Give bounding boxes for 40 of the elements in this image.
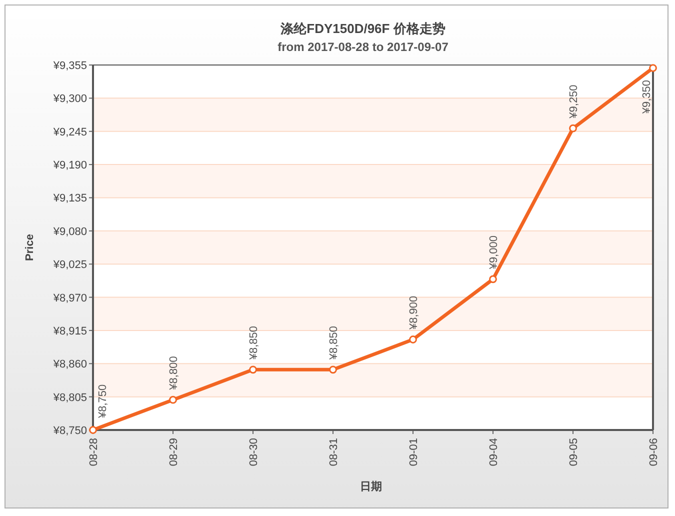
data-label: ¥8,800: [168, 356, 180, 391]
y-tick-label: ¥8,805: [52, 392, 87, 404]
y-tick-label: ¥8,750: [52, 425, 87, 437]
x-tick-label: 09-06: [648, 438, 660, 466]
data-label: ¥9,250: [568, 84, 580, 120]
data-label: ¥8,750: [97, 384, 109, 419]
data-label: ¥8,900: [408, 296, 420, 331]
point: [169, 396, 177, 404]
y-tick-label: ¥8,860: [52, 358, 87, 371]
y-axis-title: Price: [24, 234, 36, 261]
x-tick-label: 08-30: [248, 438, 260, 466]
x-axis-title: 日期: [360, 480, 382, 493]
point: [489, 275, 497, 284]
point: [89, 426, 97, 434]
y-tick-label: ¥9,190: [52, 160, 87, 172]
point: [249, 366, 257, 374]
x-tick-label: 08-31: [328, 438, 340, 466]
point: [569, 124, 577, 132]
x-tick-label: 08-28: [88, 438, 100, 466]
point: [329, 366, 337, 374]
chart-subtitle: from 2017-08-28 to 2017-09-07: [278, 40, 449, 54]
data-label: ¥9,000: [488, 236, 500, 270]
y-tick-label: ¥9,300: [52, 93, 87, 106]
x-tick-label: 09-04: [488, 438, 500, 466]
y-tick-label: ¥9,080: [52, 226, 87, 238]
point: [649, 64, 657, 72]
chart-title: 涤纶FDY150D/96F 价格走势: [280, 21, 446, 36]
data-label: ¥8,850: [248, 326, 260, 361]
y-tick-label: ¥9,245: [52, 126, 87, 138]
x-tick-label: 09-05: [568, 438, 580, 466]
x-tick-label: 09-01: [408, 438, 420, 466]
y-tick-label: ¥9,135: [52, 192, 87, 205]
y-tick-label: ¥9,355: [52, 60, 87, 72]
y-tick-label: ¥8,970: [52, 292, 87, 304]
data-label: ¥8,850: [328, 326, 340, 361]
x-tick-label: 08-29: [168, 438, 180, 466]
y-tick-label: ¥9,025: [52, 259, 87, 272]
point: [409, 336, 417, 344]
y-tick-label: ¥8,915: [52, 325, 87, 338]
data-label: ¥9,350: [641, 80, 653, 115]
